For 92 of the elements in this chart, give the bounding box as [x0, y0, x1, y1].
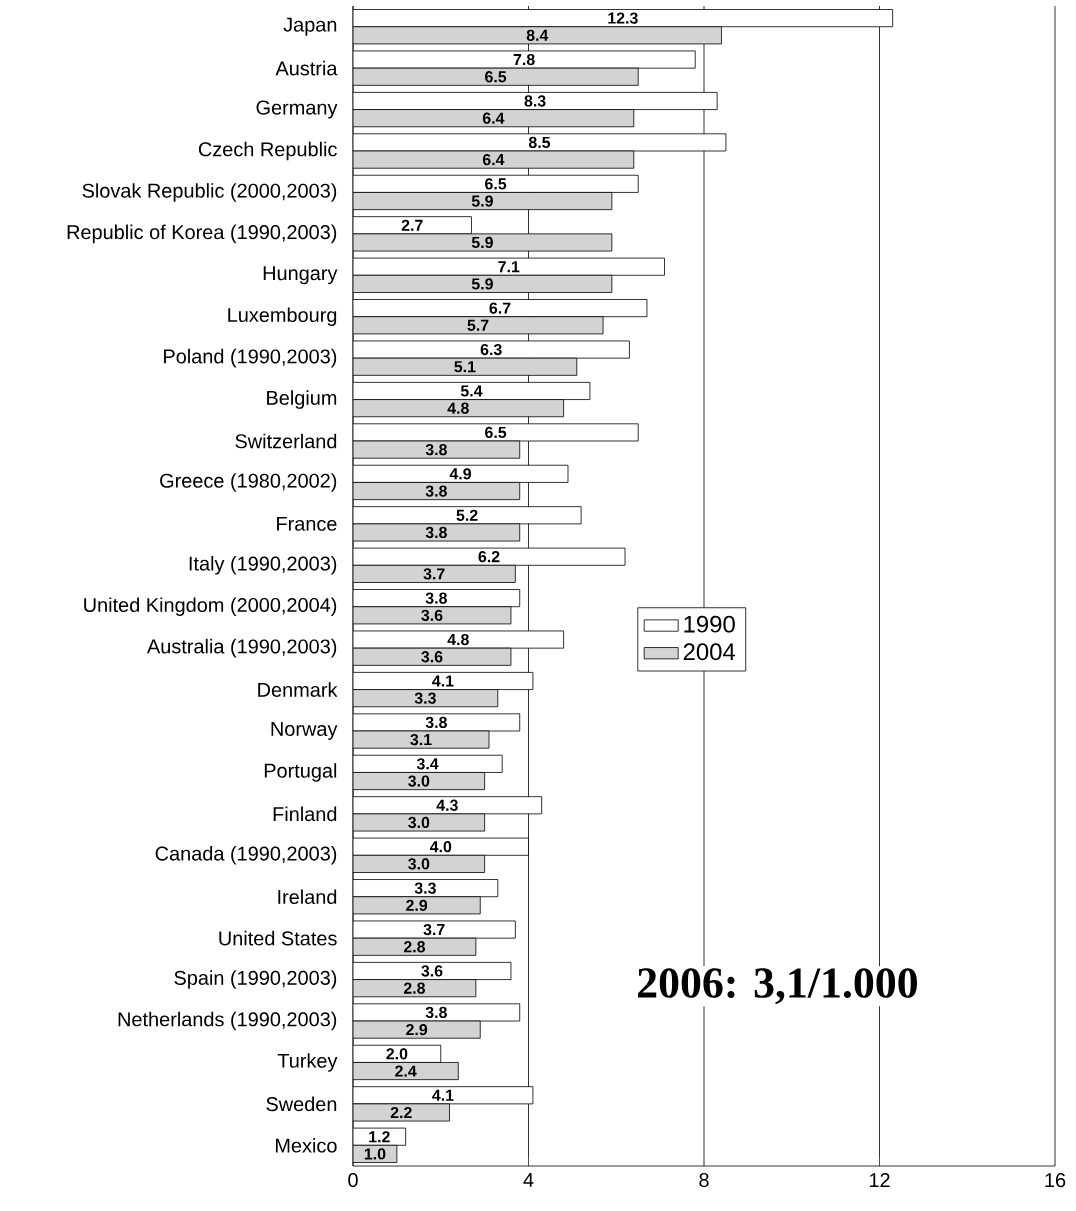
y-tick-label: Ireland [278, 889, 337, 905]
data-label: 5.2 [456, 509, 478, 521]
y-tick-label: Spain (1990,2003) [174, 970, 337, 989]
y-tick-label: United States [219, 930, 337, 946]
y-tick-label: Sweden [266, 1096, 337, 1112]
y-tick-label: Australia (1990,2003) [146, 638, 337, 658]
x-tick-label: 4 [523, 1173, 534, 1187]
data-label: 2.0 [386, 1048, 408, 1060]
data-label: 3.8 [425, 592, 447, 604]
y-tick-label: Switzerland [235, 433, 337, 449]
data-label: 7.8 [513, 53, 535, 66]
data-label: 3.8 [425, 1006, 447, 1019]
y-tick-label: Turkey [277, 1053, 338, 1072]
y-tick-label: Austria [275, 60, 338, 76]
data-label: 2.4 [395, 1065, 417, 1077]
y-tick-label: Denmark [258, 682, 338, 697]
data-label: 12.3 [608, 12, 638, 24]
data-label: 2.2 [390, 1106, 412, 1119]
y-tick-label: Portugal [264, 763, 337, 782]
data-label: 4.1 [432, 1089, 454, 1101]
data-label: 8.4 [526, 29, 549, 41]
data-label: 5.7 [467, 319, 489, 331]
y-tick-label: Poland (1990,2003) [164, 348, 337, 368]
data-label: 3.6 [421, 609, 443, 621]
data-label: 6.5 [485, 71, 507, 83]
legend-label: 2004 [683, 643, 736, 661]
x-tick-label: 0 [348, 1173, 358, 1188]
y-tick-label: Finland [273, 806, 337, 822]
data-label: 3.0 [408, 816, 430, 829]
data-label: 3.4 [416, 758, 439, 770]
data-label: 3.8 [425, 485, 447, 497]
data-label: 5.9 [471, 195, 493, 207]
data-label: 5.1 [454, 361, 476, 373]
data-label: 4.3 [436, 799, 458, 811]
x-tick-label: 16 [1045, 1173, 1066, 1188]
y-tick-label: Czech Republic [198, 141, 337, 161]
data-label: 8.3 [524, 95, 546, 107]
data-label: 2.8 [403, 982, 426, 994]
data-label: 3.8 [425, 443, 447, 456]
data-label: 5.4 [460, 385, 483, 397]
data-label: 3.1 [410, 733, 432, 746]
y-tick-label: Mexico [275, 1137, 337, 1153]
y-tick-label: Germany [256, 100, 338, 119]
data-label: 6.5 [485, 426, 507, 439]
data-label: 2.9 [406, 1023, 428, 1036]
y-tick-label: United Kingdom (2000,2004) [84, 597, 337, 616]
data-label: 6.5 [485, 178, 507, 190]
y-tick-label: Italy (1990,2003) [189, 556, 337, 575]
data-label: 7.1 [498, 261, 520, 273]
data-label: 3.0 [408, 775, 430, 787]
data-label: 6.3 [480, 343, 502, 356]
data-label: 3.3 [414, 692, 436, 704]
data-label: 4.1 [432, 675, 454, 687]
y-tick-label: France [277, 516, 337, 531]
y-tick-label: Netherlands (1990,2003) [118, 1011, 337, 1031]
data-label: 2.9 [406, 899, 428, 911]
y-tick-label: Norway [271, 722, 338, 740]
legend-label: 1990 [684, 615, 735, 633]
data-label: 3.6 [421, 965, 443, 977]
data-label: 6.2 [478, 551, 500, 563]
y-tick-label: Hungary [263, 266, 338, 285]
data-label: 1.2 [369, 1131, 390, 1143]
x-tick-label: 8 [699, 1173, 709, 1188]
data-label: 8.5 [528, 136, 551, 149]
y-tick-label: Slovak Republic (2000,2003) [82, 183, 337, 202]
y-tick-label: Canada (1990,2003) [155, 846, 337, 865]
data-label: 4.9 [449, 468, 471, 480]
y-tick-label: Japan [283, 17, 337, 36]
data-label: 6.7 [489, 302, 511, 314]
data-label: 3.8 [425, 716, 447, 729]
data-label: 4.8 [447, 633, 469, 646]
data-label: 6.4 [482, 153, 505, 166]
data-label: 3.3 [414, 882, 436, 894]
data-label: 3.8 [425, 526, 447, 539]
data-label: 2.7 [401, 219, 423, 231]
y-tick-label: Luxembourg [228, 307, 337, 326]
data-label: 2.8 [403, 941, 426, 953]
data-label: 3.7 [423, 923, 445, 936]
y-tick-label: Belgium [267, 390, 337, 409]
data-label: 4.0 [429, 841, 452, 853]
annotation: 2006: 3,1/1.000 [638, 968, 917, 1005]
data-label: 3.7 [423, 568, 445, 580]
data-label: 5.9 [471, 278, 493, 290]
data-label: 1.0 [364, 1148, 386, 1160]
y-tick-label: Greece (1980,2002) [160, 473, 337, 492]
data-label: 3.0 [408, 858, 430, 870]
x-tick-label: 12 [869, 1173, 890, 1187]
y-tick-label: Republic of Korea (1990,2003) [67, 224, 337, 244]
data-label: 4.8 [447, 402, 469, 414]
data-label: 5.9 [471, 236, 493, 249]
data-label: 3.6 [421, 651, 443, 663]
data-label: 6.4 [482, 112, 505, 124]
